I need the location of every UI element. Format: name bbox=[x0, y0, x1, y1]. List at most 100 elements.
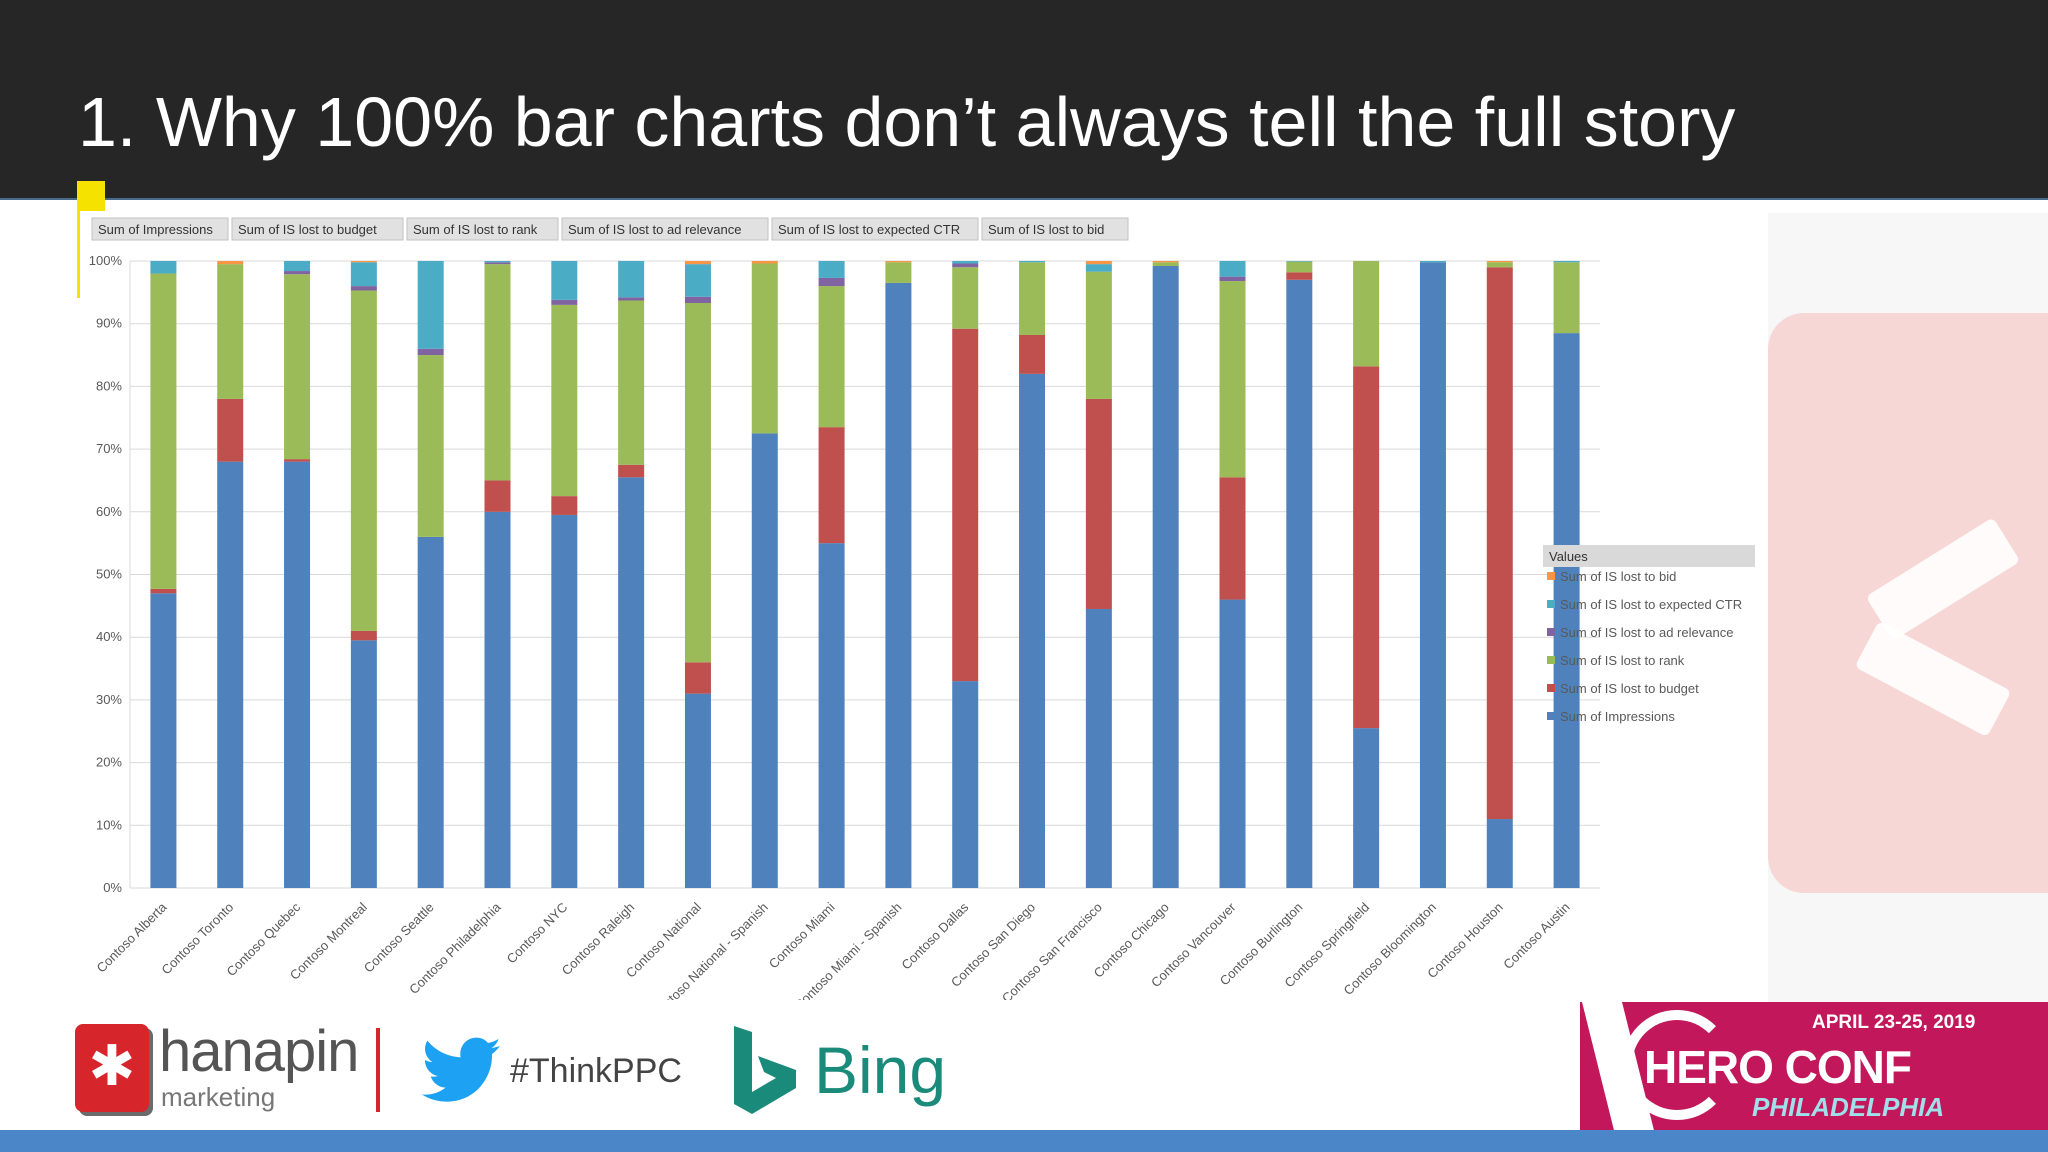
bar-segment-ad-relevance bbox=[351, 286, 377, 290]
y-tick-label: 60% bbox=[96, 504, 122, 519]
slide-header: 1. Why 100% bar charts don’t always tell… bbox=[0, 0, 2048, 200]
legend-swatch bbox=[1547, 628, 1555, 636]
bar-segment-ad-relevance bbox=[685, 297, 711, 303]
bar-segment-impressions bbox=[284, 462, 310, 888]
legend-swatch bbox=[1547, 600, 1555, 608]
legend-item-label: Sum of IS lost to rank bbox=[1560, 653, 1685, 668]
bar-segment-impressions bbox=[1086, 609, 1112, 888]
legend-title: Values bbox=[1549, 549, 1588, 564]
y-tick-label: 70% bbox=[96, 441, 122, 456]
legend-swatch bbox=[1547, 712, 1555, 720]
bar-segment-rank bbox=[618, 301, 644, 465]
bar-segment-budget bbox=[1220, 477, 1246, 599]
bar-segment-rank bbox=[1554, 262, 1580, 333]
y-tick-label: 100% bbox=[89, 253, 123, 268]
bar-segment-expected-ctr bbox=[618, 261, 644, 297]
bar-segment-bid bbox=[885, 261, 911, 262]
y-tick-label: 50% bbox=[96, 567, 122, 582]
bar-segment-impressions bbox=[1420, 262, 1446, 888]
bar-segment-impressions bbox=[1220, 600, 1246, 888]
y-tick-label: 10% bbox=[96, 817, 122, 832]
legend-item-label: Sum of Impressions bbox=[1560, 709, 1675, 724]
bar-segment-rank bbox=[284, 274, 310, 459]
x-tick-label: Contoso Alberta bbox=[94, 899, 171, 976]
bar-segment-impressions bbox=[1487, 819, 1513, 888]
bar-segment-rank bbox=[1086, 272, 1112, 399]
bar-segment-expected-ctr bbox=[551, 261, 577, 300]
bar-segment-impressions bbox=[885, 283, 911, 888]
slide-title: 1. Why 100% bar charts don’t always tell… bbox=[78, 82, 1735, 162]
yellow-cursor-marker bbox=[77, 181, 105, 211]
bar-segment-bid bbox=[752, 261, 778, 264]
bar-segment-expected-ctr bbox=[819, 261, 845, 278]
legend-item-label: Sum of IS lost to expected CTR bbox=[1560, 597, 1742, 612]
bar-segment-budget bbox=[1487, 267, 1513, 819]
bar-segment-budget bbox=[618, 465, 644, 478]
bar-segment-budget bbox=[1353, 366, 1379, 728]
bar-segment-rank bbox=[1220, 281, 1246, 477]
bar-segment-impressions bbox=[551, 515, 577, 888]
legend-item-label: Sum of IS lost to ad relevance bbox=[1560, 625, 1733, 640]
bar-segment-ad-relevance bbox=[952, 264, 978, 268]
y-tick-label: 80% bbox=[96, 378, 122, 393]
heroconf-city: PHILADELPHIA bbox=[1752, 1092, 1944, 1123]
bar-segment-rank bbox=[418, 355, 444, 537]
bar-segment-bid bbox=[217, 261, 243, 264]
bar-segment-expected-ctr bbox=[685, 264, 711, 297]
heroconf-name: HERO CONF bbox=[1644, 1040, 1911, 1094]
bar-segment-rank bbox=[1353, 261, 1379, 366]
bar-segment-ad-relevance bbox=[819, 278, 845, 286]
bar-segment-rank bbox=[351, 290, 377, 630]
bar-segment-bid bbox=[1153, 261, 1179, 262]
legend-item-label: Sum of IS lost to bid bbox=[1560, 569, 1676, 584]
bar-segment-rank bbox=[1019, 262, 1045, 335]
footer-bar bbox=[0, 1130, 2048, 1152]
legend-swatch bbox=[1547, 572, 1555, 580]
heroconf-date: APRIL 23-25, 2019 bbox=[1812, 1012, 1975, 1034]
field-button-label: Sum of IS lost to budget bbox=[238, 222, 377, 237]
bar-segment-budget bbox=[819, 427, 845, 543]
bar-segment-ad-relevance bbox=[1220, 277, 1246, 281]
x-tick-label: Contoso Miami - Spanish bbox=[791, 900, 904, 1000]
bar-segment-impressions bbox=[752, 433, 778, 888]
y-tick-label: 0% bbox=[103, 880, 122, 895]
bar-segment-expected-ctr bbox=[952, 261, 978, 264]
bar-segment-impressions bbox=[819, 543, 845, 888]
x-tick-label: Contoso NYC bbox=[504, 900, 571, 967]
bar-segment-budget bbox=[217, 399, 243, 462]
bar-segment-expected-ctr bbox=[1086, 264, 1112, 272]
legend-swatch bbox=[1547, 656, 1555, 664]
bar-segment-rank bbox=[685, 303, 711, 662]
bar-segment-bid bbox=[685, 261, 711, 264]
bar-segment-ad-relevance bbox=[284, 271, 310, 274]
bar-segment-impressions bbox=[1019, 374, 1045, 888]
bar-segment-ad-relevance bbox=[551, 300, 577, 305]
y-tick-label: 40% bbox=[96, 629, 122, 644]
bar-segment-rank bbox=[885, 262, 911, 283]
hanapin-subtitle: marketing bbox=[161, 1082, 275, 1113]
field-button-label: Sum of IS lost to bid bbox=[988, 222, 1104, 237]
bar-segment-expected-ctr bbox=[1286, 261, 1312, 262]
bar-segment-budget bbox=[1086, 399, 1112, 609]
bar-segment-impressions bbox=[952, 681, 978, 888]
bar-segment-budget bbox=[284, 459, 310, 462]
bar-segment-ad-relevance bbox=[618, 297, 644, 300]
bar-segment-expected-ctr bbox=[1554, 261, 1580, 262]
bar-segment-rank bbox=[485, 264, 511, 480]
bar-segment-rank bbox=[217, 264, 243, 399]
bar-segment-impressions bbox=[1153, 266, 1179, 888]
bar-segment-impressions bbox=[685, 694, 711, 888]
stacked-bar-chart: Sum of Impressions Sum of IS lost to budg… bbox=[80, 213, 1768, 1000]
bar-segment-expected-ctr bbox=[485, 261, 511, 262]
hanapin-badge: ✱ bbox=[75, 1024, 149, 1112]
hanapin-asterisk-icon: ✱ bbox=[75, 1034, 149, 1100]
bar-segment-impressions bbox=[217, 462, 243, 888]
x-tick-label: Contoso Dallas bbox=[898, 899, 971, 972]
field-button-label: Sum of Impressions bbox=[98, 222, 213, 237]
bar-segment-rank bbox=[819, 286, 845, 427]
bar-segment-ad-relevance bbox=[485, 262, 511, 264]
bar-segment-budget bbox=[150, 589, 176, 593]
bing-logo-icon bbox=[734, 1026, 802, 1114]
hashtag-label: #ThinkPPC bbox=[510, 1052, 682, 1091]
bar-segment-rank bbox=[551, 305, 577, 496]
